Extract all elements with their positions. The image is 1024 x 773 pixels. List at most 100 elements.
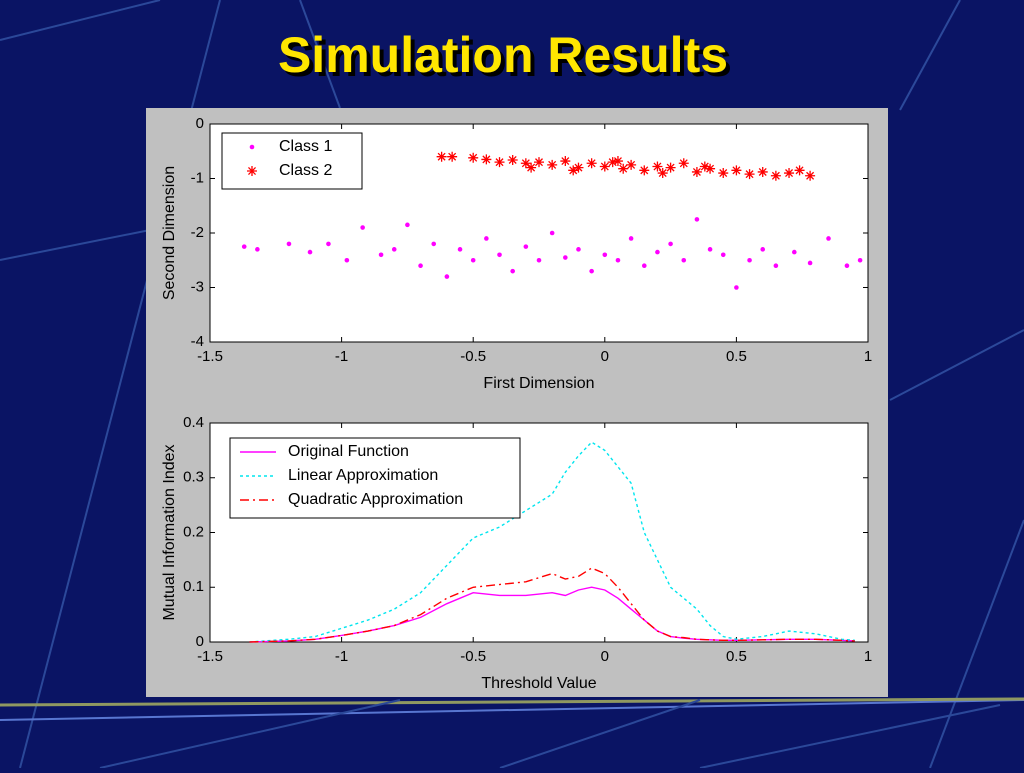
star-point [436,151,447,162]
dot-point [681,257,687,263]
star-point [568,165,579,176]
y-tick-label: 0 [196,115,204,132]
dot-point [510,268,515,274]
x-tick-label: -1.5 [197,648,223,665]
star-point [547,159,558,170]
y-tick-label: 0.3 [183,469,204,486]
dot-point [668,241,673,247]
dot-point [655,249,660,255]
dot-point [857,257,863,263]
y-tick-label: 0.4 [183,414,204,431]
y-tick-label: 0.2 [183,523,204,540]
dot-point [378,252,384,258]
dot-point [773,263,779,269]
star-point [731,165,742,176]
y-tick-label: -4 [191,333,204,350]
legend-marker [249,144,255,150]
dot-point [444,274,450,279]
dot-point [792,249,797,255]
star-point [784,168,795,179]
legend-label: Quadratic Approximation [288,491,463,508]
star-point [494,157,505,168]
star-point [705,163,716,174]
star-point [612,156,623,167]
dot-point [418,263,423,269]
plot-marks [249,441,855,643]
star-point [744,169,755,180]
series-line [249,567,855,643]
star-point [657,168,668,179]
legend-label: Linear Approximation [288,467,438,484]
star-point [805,170,816,181]
star-point [718,168,729,179]
dot-point [807,260,813,266]
star-point [618,163,629,174]
x-tick-label: -1 [335,348,348,365]
star-point [526,162,537,173]
dot-point [576,247,581,252]
title-shadow: Simulation Results [282,31,732,87]
x-tick-label: -1.5 [197,348,223,365]
x-tick-label: 0.5 [726,348,747,365]
dot-point [563,255,568,260]
dot-point [431,241,437,247]
x-axis-label: First Dimension [483,375,594,392]
star-point [447,151,458,162]
dot-point [628,236,634,241]
y-tick-label: 0 [196,633,204,650]
dot-point [470,257,476,263]
x-tick-label: 1 [864,348,872,365]
dot-point [286,241,292,247]
y-tick-label: -3 [191,278,204,295]
legend-marker [247,166,257,176]
x-tick-label: 0 [601,348,609,365]
dot-point [641,263,647,269]
dot-point [391,247,397,252]
dot-point [602,252,608,258]
dot-point [344,257,350,263]
star-point [520,158,531,169]
legend-box [229,437,521,519]
star-point [652,161,663,172]
dot-point [826,236,831,241]
star-point [757,166,768,177]
dot-point [747,257,752,263]
legend-box [221,132,363,190]
y-axis-label: Mutual Information Index [161,444,178,620]
legend-label: Class 2 [279,162,332,179]
x-tick-label: 0 [601,648,609,665]
star-point [507,154,518,165]
star-point [607,157,618,168]
star-point [599,161,610,172]
dot-point [484,236,489,241]
star-point [468,152,479,163]
dot-point [255,247,260,252]
star-point [534,157,544,168]
star-point [481,154,492,165]
star-point [639,165,650,176]
legend-label: Original Function [288,443,409,460]
star-point [794,165,805,176]
y-tick-label: -2 [191,224,204,241]
star-point [678,158,689,169]
y-axis-label: Second Dimension [161,166,178,300]
x-tick-label: 0.5 [726,648,747,665]
legend-label: Class 1 [279,138,332,155]
y-tick-label: 0.1 [183,578,204,595]
dot-point [241,244,247,249]
x-axis-label: Threshold Value [481,675,596,692]
y-tick-label: -1 [191,169,204,186]
dot-point [720,252,726,258]
x-tick-label: 1 [864,648,872,665]
dot-point [707,247,713,252]
dot-point [405,222,410,228]
star-point [691,166,702,177]
title: Simulation Results [278,27,728,83]
dot-point [497,252,502,258]
x-tick-label: -0.5 [460,648,486,665]
x-tick-label: -1 [335,648,348,665]
dot-point [457,247,463,252]
x-tick-label: -0.5 [460,348,486,365]
